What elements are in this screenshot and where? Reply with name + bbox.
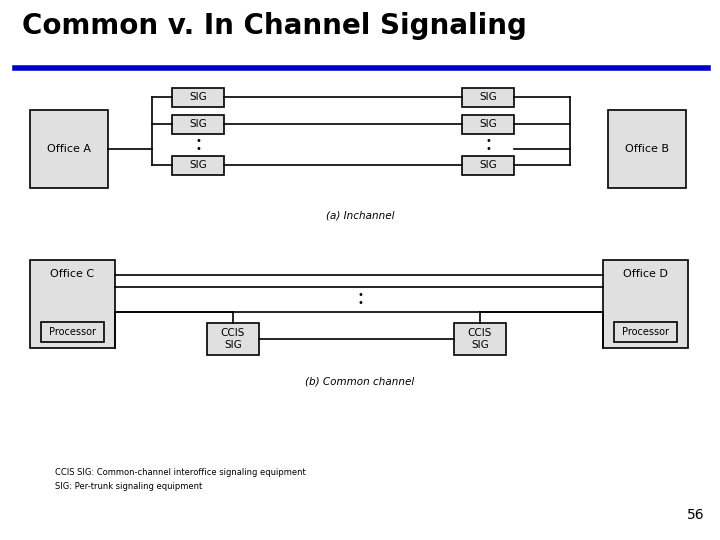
Bar bbox=[462, 114, 514, 133]
Bar bbox=[603, 260, 688, 348]
Text: Processor: Processor bbox=[49, 327, 96, 337]
Bar bbox=[30, 110, 108, 188]
Text: Office D: Office D bbox=[623, 269, 668, 279]
Text: Common v. In Channel Signaling: Common v. In Channel Signaling bbox=[22, 12, 527, 40]
Text: •: • bbox=[357, 299, 363, 308]
Bar bbox=[608, 110, 686, 188]
Text: Office C: Office C bbox=[50, 269, 94, 279]
Text: SIG: SIG bbox=[479, 92, 497, 102]
Bar bbox=[207, 323, 259, 355]
Text: SIG: Per-trunk signaling equipment: SIG: Per-trunk signaling equipment bbox=[55, 482, 202, 491]
Text: Office B: Office B bbox=[625, 144, 669, 154]
Text: CCIS
SIG: CCIS SIG bbox=[221, 328, 246, 350]
Bar bbox=[30, 260, 115, 348]
Bar bbox=[172, 114, 224, 133]
Bar bbox=[172, 87, 224, 106]
Text: Office A: Office A bbox=[47, 144, 91, 154]
Text: •: • bbox=[485, 136, 491, 145]
Text: SIG: SIG bbox=[479, 119, 497, 129]
Text: CCIS SIG: Common-channel interoffice signaling equipment: CCIS SIG: Common-channel interoffice sig… bbox=[55, 468, 306, 477]
Text: SIG: SIG bbox=[189, 92, 207, 102]
Text: SIG: SIG bbox=[189, 119, 207, 129]
Text: •: • bbox=[485, 144, 491, 153]
Bar bbox=[41, 322, 104, 342]
Text: (a) Inchannel: (a) Inchannel bbox=[325, 211, 395, 221]
Text: 56: 56 bbox=[688, 508, 705, 522]
Bar bbox=[462, 87, 514, 106]
Text: (b) Common channel: (b) Common channel bbox=[305, 377, 415, 387]
Text: •: • bbox=[195, 144, 201, 153]
Text: CCIS
SIG: CCIS SIG bbox=[468, 328, 492, 350]
Text: SIG: SIG bbox=[189, 160, 207, 170]
Text: SIG: SIG bbox=[479, 160, 497, 170]
Text: •: • bbox=[357, 291, 363, 300]
Bar bbox=[462, 156, 514, 174]
Bar bbox=[454, 323, 506, 355]
Bar bbox=[172, 156, 224, 174]
Text: •: • bbox=[195, 136, 201, 145]
Text: Processor: Processor bbox=[622, 327, 669, 337]
Bar bbox=[614, 322, 677, 342]
